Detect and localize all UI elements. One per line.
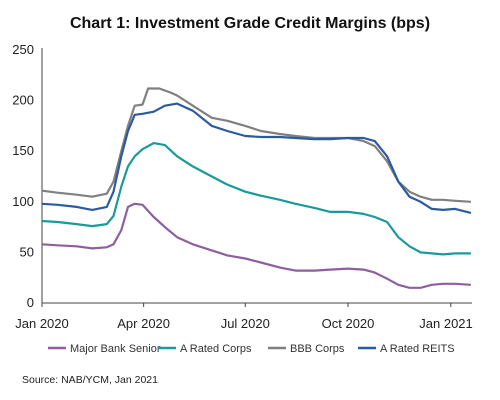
series-line-major-bank-senior [41,202,471,289]
axes [41,48,472,304]
y-axis-ticks: 0 50 100 150 200 250 [12,42,34,310]
y-tick-label: 0 [27,295,34,310]
x-tick-label: Jan 2021 [419,316,473,331]
legend-label: Major Bank Senior [70,343,161,355]
x-tick-label: Jan 2020 [15,316,69,331]
x-axis-ticks: Jan 2020 Apr 2020 Jul 2020 Oct 2020 Jan 2021 [15,303,473,331]
legend-label: BBB Corps [290,343,345,355]
series-line-a-rated-corps [41,142,471,256]
y-tick-label: 250 [12,42,34,57]
y-tick-label: 100 [12,194,34,209]
y-tick-label: 200 [12,93,34,108]
x-tick-label: Jul 2020 [221,316,270,331]
y-tick-label: 150 [12,143,34,158]
series-lines [41,87,472,289]
legend-label: A Rated Corps [180,343,252,355]
chart-title: Chart 1: Investment Grade Credit Margins… [70,15,430,32]
source-note: Source: NAB/YCM, Jan 2021 [22,374,158,386]
series-line-bbb-corps [41,87,471,203]
legend-label: A Rated REITS [380,343,455,355]
x-tick-label: Oct 2020 [322,316,375,331]
series-line-a-rated-reits [41,102,472,214]
legend: Major Bank Senior A Rated Corps BBB Corps A… [48,343,455,355]
y-tick-label: 50 [20,244,34,259]
x-tick-label: Apr 2020 [117,316,170,331]
